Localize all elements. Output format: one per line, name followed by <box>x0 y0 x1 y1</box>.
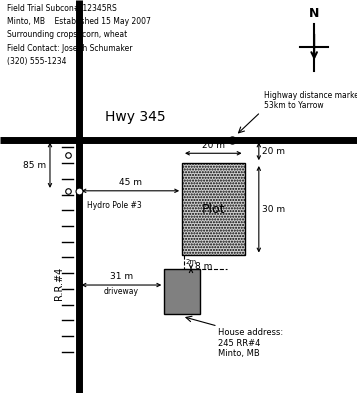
Text: R.R.#4: R.R.#4 <box>54 266 64 299</box>
Text: 85 m: 85 m <box>23 161 46 170</box>
Text: 8 m: 8 m <box>195 262 212 271</box>
Text: Field Trial Subcon# 12345RS
Minto, MB    Established 15 May 2007
Surrounding cro: Field Trial Subcon# 12345RS Minto, MB Es… <box>7 4 151 66</box>
Text: Hwy 345: Hwy 345 <box>105 110 166 124</box>
Text: 20 m: 20 m <box>202 141 225 150</box>
Bar <box>182 163 245 255</box>
Text: 2m: 2m <box>186 259 197 264</box>
Text: 31 m: 31 m <box>110 272 133 281</box>
Text: 45 m: 45 m <box>119 178 142 187</box>
Text: N: N <box>309 7 320 20</box>
Text: Plot: Plot <box>202 203 225 216</box>
Bar <box>182 163 245 255</box>
Text: Hydro Pole #3: Hydro Pole #3 <box>87 200 142 209</box>
Text: Highway distance marker:
53km to Yarrow: Highway distance marker: 53km to Yarrow <box>264 91 357 110</box>
Bar <box>164 269 200 314</box>
Text: 20 m: 20 m <box>262 147 285 156</box>
Text: driveway: driveway <box>104 287 139 296</box>
Text: House address:
245 RR#4
Minto, MB: House address: 245 RR#4 Minto, MB <box>218 328 283 358</box>
Text: 30 m: 30 m <box>262 205 286 214</box>
